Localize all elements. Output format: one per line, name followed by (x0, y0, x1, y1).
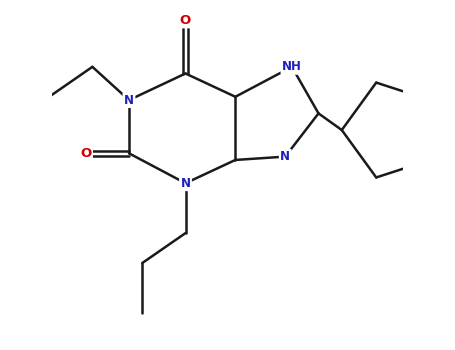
Text: N: N (124, 93, 134, 107)
Text: O: O (80, 147, 91, 160)
Text: N: N (280, 150, 290, 163)
Text: N: N (181, 177, 191, 190)
Text: O: O (180, 14, 191, 27)
Text: NH: NH (282, 60, 302, 74)
